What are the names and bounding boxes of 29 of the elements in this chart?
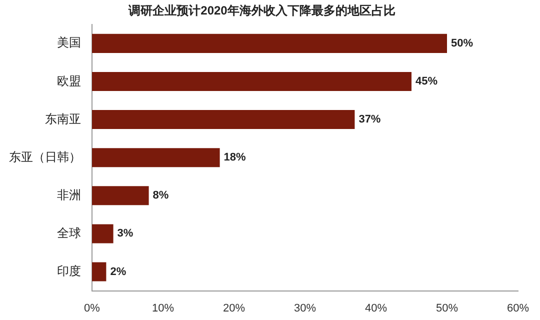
x-tick-label: 0% bbox=[84, 302, 100, 314]
y-tick-label: 东亚（日韩） bbox=[9, 150, 81, 164]
bar bbox=[92, 34, 447, 53]
y-tick-label: 全球 bbox=[57, 226, 81, 240]
x-tick-label: 40% bbox=[364, 302, 388, 314]
y-tick-label: 东南亚 bbox=[45, 112, 81, 126]
data-label: 2% bbox=[110, 266, 126, 278]
data-label: 45% bbox=[416, 76, 438, 88]
x-tick-label: 50% bbox=[436, 302, 458, 314]
x-tick-label: 20% bbox=[222, 302, 246, 314]
data-label: 3% bbox=[117, 228, 134, 240]
bar bbox=[92, 186, 149, 206]
data-label: 8% bbox=[152, 190, 169, 202]
x-tick-label: 10% bbox=[152, 302, 174, 314]
data-label: 50% bbox=[451, 37, 474, 50]
y-tick-label: 美国 bbox=[57, 36, 81, 50]
y-tick-label: 非洲 bbox=[57, 188, 81, 202]
bar bbox=[92, 148, 220, 168]
y-tick-label: 欧盟 bbox=[57, 74, 81, 88]
x-tick-label: 60% bbox=[506, 302, 530, 314]
data-label: 37% bbox=[358, 114, 381, 126]
data-label: 18% bbox=[224, 152, 246, 164]
bar bbox=[92, 110, 355, 130]
bar bbox=[92, 72, 412, 91]
chart-title: 调研企业预计2020年海外收入下降最多的地区占比 bbox=[128, 4, 396, 18]
bar bbox=[92, 262, 106, 282]
x-tick-label: 30% bbox=[294, 302, 316, 314]
y-tick-label: 印度 bbox=[57, 264, 81, 278]
bar bbox=[92, 224, 114, 244]
